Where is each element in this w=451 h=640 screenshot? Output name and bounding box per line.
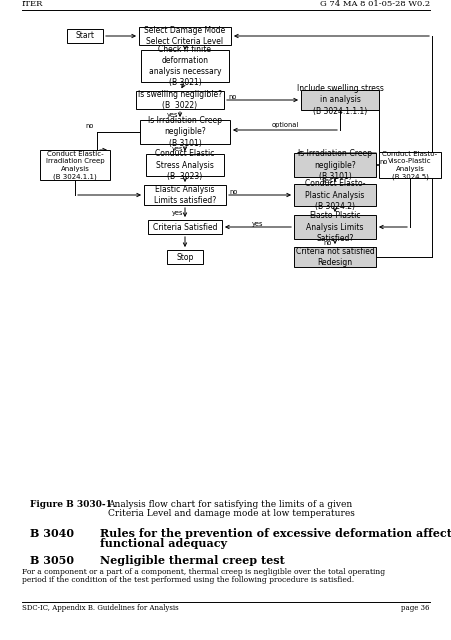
Bar xyxy=(147,220,221,234)
Text: Start: Start xyxy=(75,31,94,40)
Text: yes: yes xyxy=(167,111,178,118)
Text: yes: yes xyxy=(172,146,184,152)
Text: no: no xyxy=(323,240,331,246)
Text: Conduct Elastic-
Irradiation Creep
Analysis
(B 3024.1.1): Conduct Elastic- Irradiation Creep Analy… xyxy=(46,150,104,179)
Bar xyxy=(144,185,226,205)
Bar xyxy=(300,90,378,110)
Bar xyxy=(140,120,230,144)
Text: Elasto-Plastic
Analysis Limits
Satisfied?: Elasto-Plastic Analysis Limits Satisfied… xyxy=(306,211,363,243)
Bar xyxy=(136,91,224,109)
Bar xyxy=(40,150,110,180)
Text: optional: optional xyxy=(271,122,298,128)
Text: B 3040: B 3040 xyxy=(30,528,74,539)
Text: Analysis flow chart for satisfying the limits of a given: Analysis flow chart for satisfying the l… xyxy=(108,500,351,509)
Text: functional adequacy: functional adequacy xyxy=(100,538,226,549)
Text: Conduct Elasto-
Visco-Plastic
Analysis
(B 3024.5): Conduct Elasto- Visco-Plastic Analysis (… xyxy=(382,150,437,179)
Text: yes: yes xyxy=(252,221,263,227)
Text: Is swelling negligible?
(B  3022): Is swelling negligible? (B 3022) xyxy=(138,90,221,110)
Bar xyxy=(139,27,230,45)
Text: G 74 MA 8 01-05-28 W0.2: G 74 MA 8 01-05-28 W0.2 xyxy=(319,0,429,8)
Text: Criteria Level and damage mode at low temperatures: Criteria Level and damage mode at low te… xyxy=(108,509,354,518)
Bar xyxy=(293,153,375,177)
Bar xyxy=(378,152,440,178)
Text: no: no xyxy=(228,94,237,100)
Text: yes: yes xyxy=(322,177,333,184)
Text: Conduct Elastic
Stress Analysis
(B  3023): Conduct Elastic Stress Analysis (B 3023) xyxy=(155,149,214,180)
Text: Stop: Stop xyxy=(176,253,193,262)
Text: B 3050: B 3050 xyxy=(30,555,74,566)
Text: For a component or a part of a component, thermal creep is negligible over the t: For a component or a part of a component… xyxy=(22,568,384,576)
Text: Figure B 3030-1: Figure B 3030-1 xyxy=(30,500,112,509)
Text: ITER: ITER xyxy=(22,0,43,8)
Text: Is Irradiation-Creep
negligible?
(B 3101): Is Irradiation-Creep negligible? (B 3101… xyxy=(297,149,371,180)
Text: page 36: page 36 xyxy=(400,604,429,612)
Text: Check if finite
deformation
analysis necessary
(B 3021): Check if finite deformation analysis nec… xyxy=(148,45,221,87)
Text: Criteria Satisfied: Criteria Satisfied xyxy=(152,223,217,232)
Bar xyxy=(293,184,375,206)
Text: period if the condition of the test performed using the following procedure is s: period if the condition of the test perf… xyxy=(22,576,353,584)
Text: yes: yes xyxy=(172,209,184,216)
Text: Negligible thermal creep test: Negligible thermal creep test xyxy=(100,555,284,566)
Bar xyxy=(293,215,375,239)
Text: Include swelling stress
in analysis
(B 3024.1.1.1): Include swelling stress in analysis (B 3… xyxy=(296,84,382,116)
Bar xyxy=(166,250,202,264)
Bar xyxy=(146,154,224,176)
Text: Select Damage Mode
Select Criteria Level: Select Damage Mode Select Criteria Level xyxy=(144,26,225,46)
Text: SDC-IC, Appendix B. Guidelines for Analysis: SDC-IC, Appendix B. Guidelines for Analy… xyxy=(22,604,178,612)
Text: Elastic Analysis
Limits satisfied?: Elastic Analysis Limits satisfied? xyxy=(153,185,216,205)
Text: Is Irradiation-Creep
negligible?
(B 3101): Is Irradiation-Creep negligible? (B 3101… xyxy=(147,116,221,148)
Text: Rules for the prevention of excessive deformation affecting: Rules for the prevention of excessive de… xyxy=(100,528,451,539)
Text: no: no xyxy=(379,159,387,165)
Bar xyxy=(141,50,229,82)
Text: no: no xyxy=(85,123,94,129)
Text: no: no xyxy=(229,189,238,195)
Text: Conduct Elasto-
Plastic Analysis
(B 3024.2): Conduct Elasto- Plastic Analysis (B 3024… xyxy=(304,179,364,211)
Text: Criteria not satisfied
Redesign: Criteria not satisfied Redesign xyxy=(295,247,373,267)
Bar xyxy=(293,247,375,267)
Bar xyxy=(67,29,103,43)
